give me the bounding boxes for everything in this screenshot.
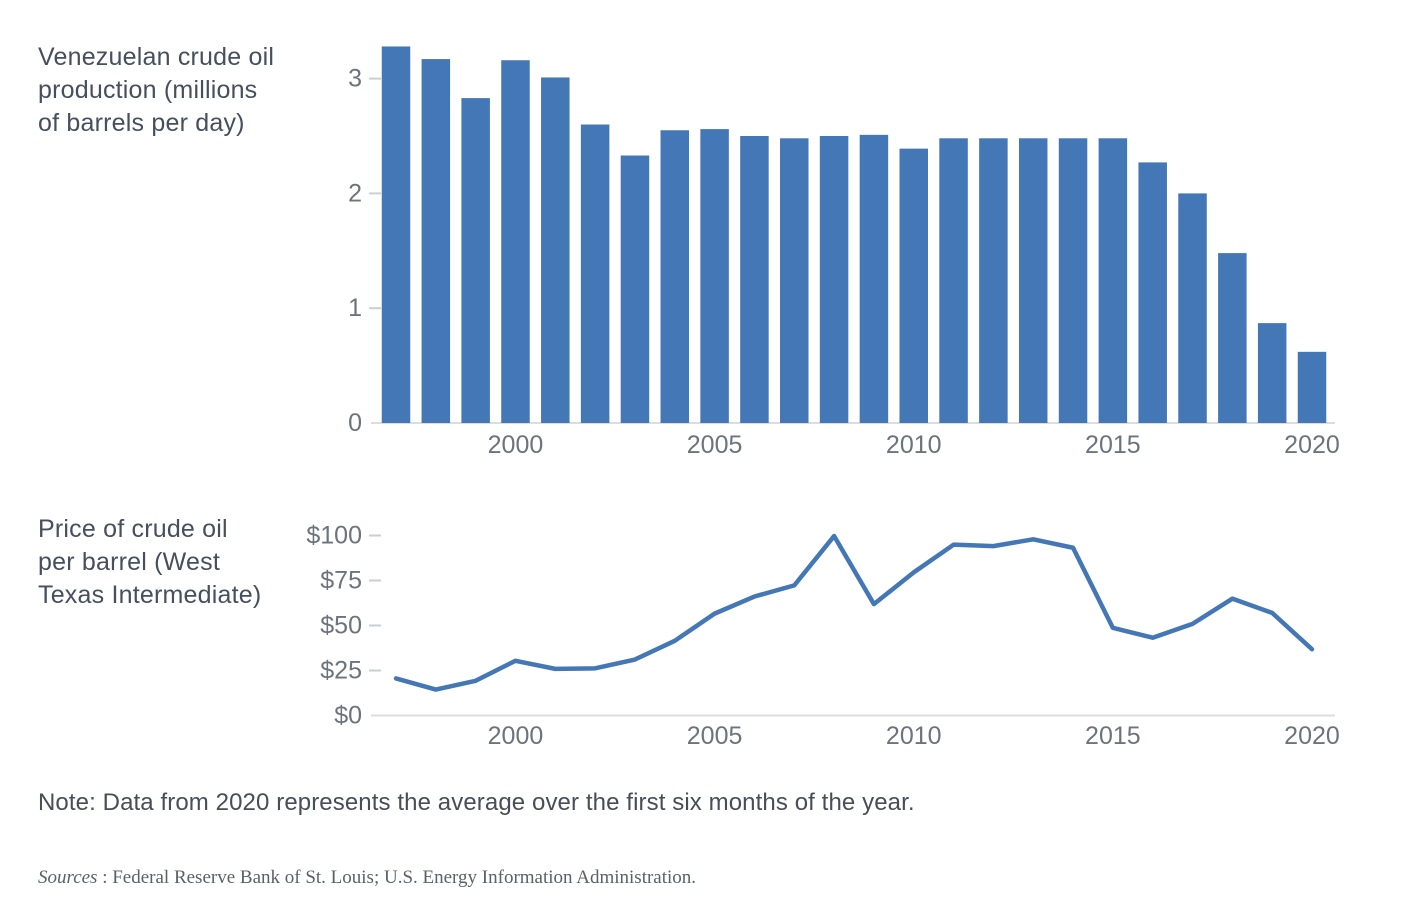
y-axis-tick-label: $75 [320, 567, 362, 595]
production-bar [700, 129, 729, 423]
sources-line: Sources : Federal Reserve Bank of St. Lo… [38, 867, 1138, 889]
production-chart-title-line: production (millions [38, 76, 258, 104]
production-bar [819, 136, 849, 423]
price-chart: $0 $25 $50 $75 $100 2000 2005 2010 2015 2020 [306, 522, 1339, 751]
production-bar [541, 77, 570, 424]
x-axis-tick-label: 2010 [886, 431, 942, 459]
charts-canvas: 0 1 2 3 2000 2005 2010 2015 2020 $0 $25 $50 $75 $100 2… [306, 46, 1340, 751]
production-bar [580, 124, 610, 424]
price-chart-title: Price of crude oil per barrel (West Texa… [38, 513, 338, 612]
production-bar [501, 60, 530, 424]
production-bar [859, 134, 889, 424]
x-axis-tick-label: 2005 [687, 431, 743, 459]
y-axis-tick-label: $50 [320, 612, 362, 640]
production-chart-title-line: of barrels per day) [38, 109, 245, 137]
production-chart-title-line: Venezuelan crude oil [38, 43, 275, 71]
production-bar [979, 138, 1008, 423]
production-bar [899, 148, 928, 424]
production-bar [1257, 323, 1287, 423]
production-bar [740, 136, 769, 423]
price-chart-title-line: Price of crude oil [38, 515, 228, 543]
y-axis-tick-label: $25 [320, 657, 362, 685]
note-text: Note: Data from 2020 represents the aver… [38, 789, 915, 816]
x-axis-tick-label: 2010 [886, 722, 942, 750]
x-axis-tick-label: 2005 [687, 722, 743, 750]
y-axis-tick-label: 0 [348, 409, 362, 437]
production-bar [1138, 162, 1167, 424]
y-axis-tick-label: $100 [306, 522, 362, 550]
x-axis-tick-label: 2020 [1284, 722, 1340, 750]
production-bar [660, 130, 690, 423]
production-bar [1098, 138, 1128, 423]
production-chart: 0 1 2 3 2000 2005 2010 2015 2020 [348, 46, 1340, 459]
price-chart-title-line: Texas Intermediate) [38, 581, 262, 609]
production-bar [461, 98, 490, 423]
price-chart-title-line: per barrel (West [38, 548, 220, 576]
x-axis-tick-label: 2015 [1085, 431, 1141, 459]
production-bar [381, 46, 411, 424]
price-line [393, 533, 1315, 692]
x-axis-tick-label: 2000 [488, 431, 544, 459]
production-bar [421, 59, 451, 424]
y-axis-tick-label: 2 [348, 179, 362, 207]
production-bar [1018, 138, 1048, 423]
production-bar [1297, 351, 1327, 423]
production-bar [1058, 138, 1088, 423]
sources-text: : Federal Reserve Bank of St. Louis; U.S… [97, 867, 697, 888]
production-bar [1178, 193, 1207, 423]
y-axis-tick-label: $0 [334, 702, 362, 730]
x-axis-tick-label: 2020 [1284, 431, 1340, 459]
x-axis-tick-label: 2015 [1085, 722, 1141, 750]
sources-label: Sources [38, 867, 98, 888]
production-bar [780, 138, 809, 423]
production-bar [1218, 253, 1247, 423]
production-bar [939, 138, 968, 423]
production-chart-title: Venezuelan crude oil production (million… [38, 41, 338, 140]
production-bar [620, 155, 650, 424]
y-axis-tick-label: 3 [348, 65, 362, 93]
x-axis-tick-label: 2000 [488, 722, 544, 750]
y-axis-tick-label: 1 [348, 294, 362, 322]
